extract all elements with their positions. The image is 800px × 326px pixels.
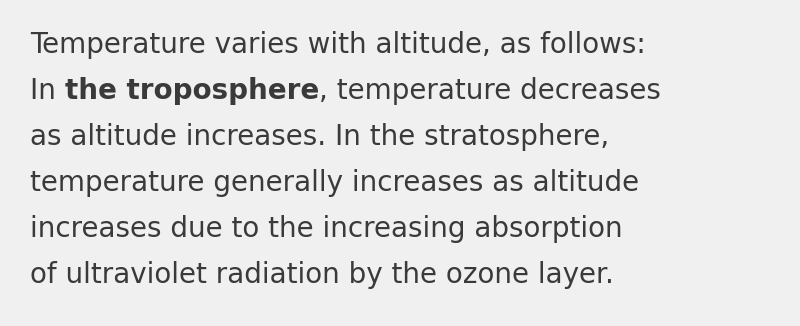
Text: as altitude increases. In the stratosphere,: as altitude increases. In the stratosphe… xyxy=(30,123,610,151)
Text: temperature generally increases as altitude: temperature generally increases as altit… xyxy=(30,169,639,197)
Text: Temperature varies with altitude, as follows:: Temperature varies with altitude, as fol… xyxy=(30,31,646,59)
Text: , temperature decreases: , temperature decreases xyxy=(319,77,661,105)
Text: In: In xyxy=(30,77,65,105)
Text: increases due to the increasing absorption: increases due to the increasing absorpti… xyxy=(30,215,622,243)
Text: the troposphere: the troposphere xyxy=(65,77,319,105)
Text: of ultraviolet radiation by the ozone layer.: of ultraviolet radiation by the ozone la… xyxy=(30,261,614,289)
